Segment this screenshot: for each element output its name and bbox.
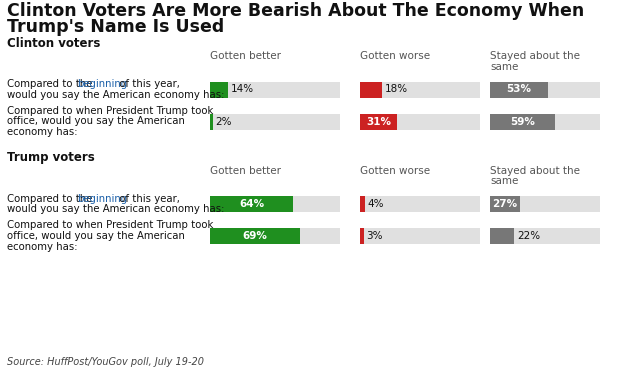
Text: Source: HuffPost/YouGov poll, July 19-20: Source: HuffPost/YouGov poll, July 19-20 [7,357,204,367]
Text: economy has:: economy has: [7,242,77,251]
Text: Gotten better: Gotten better [210,51,281,61]
Text: office, would you say the American: office, would you say the American [7,116,185,127]
Text: 59%: 59% [510,117,535,127]
Bar [210,196,340,212]
Bar [490,81,600,98]
Text: Compared to the: Compared to the [7,193,96,204]
Bar [360,81,381,98]
Text: 4%: 4% [368,199,384,209]
Text: 31%: 31% [366,117,391,127]
Text: Compared to when President Trump took: Compared to when President Trump took [7,221,213,230]
Text: Gotten better: Gotten better [210,166,281,176]
Text: office, would you say the American: office, would you say the American [7,231,185,241]
Bar [360,81,480,98]
Text: Trump's Name Is Used: Trump's Name Is Used [7,18,224,36]
Bar [210,81,340,98]
Text: would you say the American economy has:: would you say the American economy has: [7,89,224,100]
Text: would you say the American economy has:: would you say the American economy has: [7,204,224,214]
Bar [360,228,363,244]
Bar [210,81,228,98]
Text: Gotten worse: Gotten worse [360,166,430,176]
Text: 64%: 64% [239,199,264,209]
Bar [490,81,548,98]
Bar [210,228,300,244]
Text: Stayed about the: Stayed about the [490,166,580,176]
Bar [490,196,520,212]
Text: 69%: 69% [242,231,268,241]
Text: 2%: 2% [216,117,232,127]
Text: 14%: 14% [231,84,255,95]
Text: Compared to the: Compared to the [7,79,96,89]
Text: 53%: 53% [507,84,531,95]
Text: beginning: beginning [77,79,127,89]
Text: Clinton Voters Are More Bearish About The Economy When: Clinton Voters Are More Bearish About Th… [7,2,584,20]
Bar [210,196,293,212]
Text: 3%: 3% [366,231,383,241]
Bar [360,196,480,212]
Text: same: same [490,176,519,186]
Bar [210,228,340,244]
Text: 18%: 18% [384,84,408,95]
Text: Trump voters: Trump voters [7,152,95,164]
Bar [490,114,600,130]
Bar [490,228,514,244]
Text: of this year,: of this year, [117,79,180,89]
Text: Compared to when President Trump took: Compared to when President Trump took [7,106,213,116]
Bar [490,114,555,130]
Text: Clinton voters: Clinton voters [7,37,100,50]
Text: economy has:: economy has: [7,127,77,137]
Text: beginning: beginning [77,193,127,204]
Text: Gotten worse: Gotten worse [360,51,430,61]
Bar [490,228,600,244]
Text: same: same [490,61,519,72]
Bar [360,114,397,130]
Bar [490,196,600,212]
Bar [210,114,340,130]
Bar [360,114,480,130]
Bar [360,228,480,244]
Text: 27%: 27% [493,199,517,209]
Bar [360,196,365,212]
Bar [210,114,213,130]
Text: 22%: 22% [517,231,540,241]
Text: Stayed about the: Stayed about the [490,51,580,61]
Text: of this year,: of this year, [117,193,180,204]
